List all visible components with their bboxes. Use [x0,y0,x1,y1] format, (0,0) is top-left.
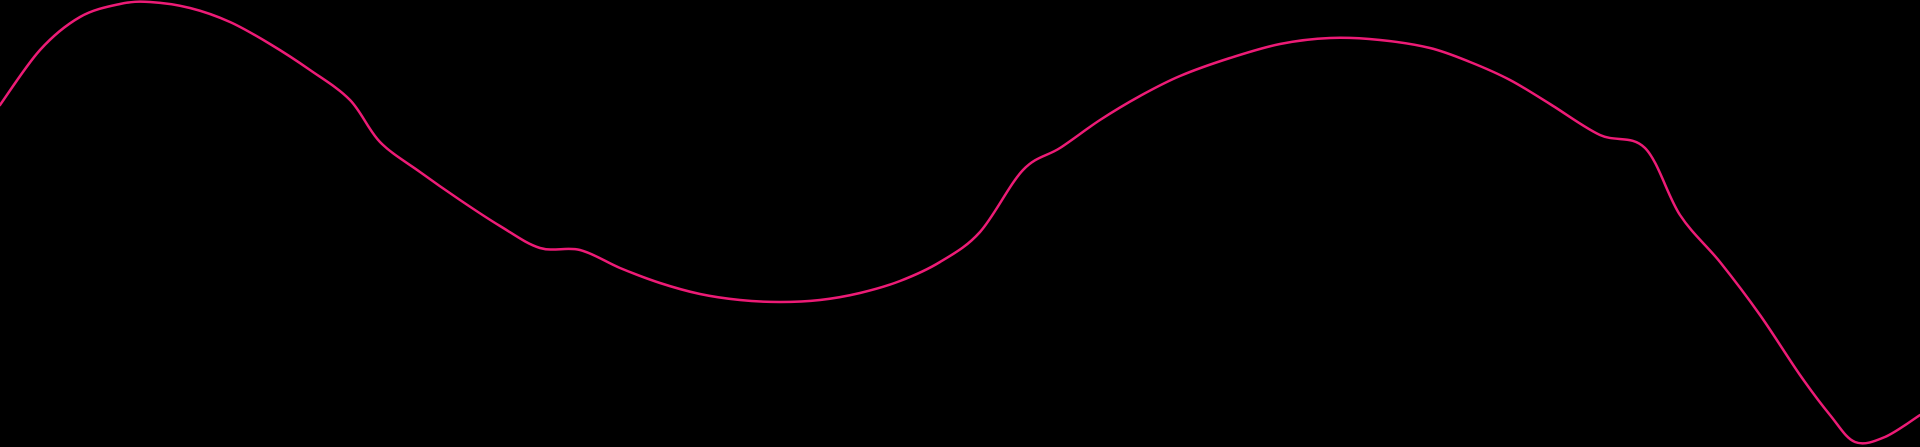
chart-canvas [0,0,1920,447]
series-group [0,0,1920,445]
line-chart-plot [0,0,1920,447]
series-wave-line [0,0,1920,445]
plot-background [0,0,1920,447]
